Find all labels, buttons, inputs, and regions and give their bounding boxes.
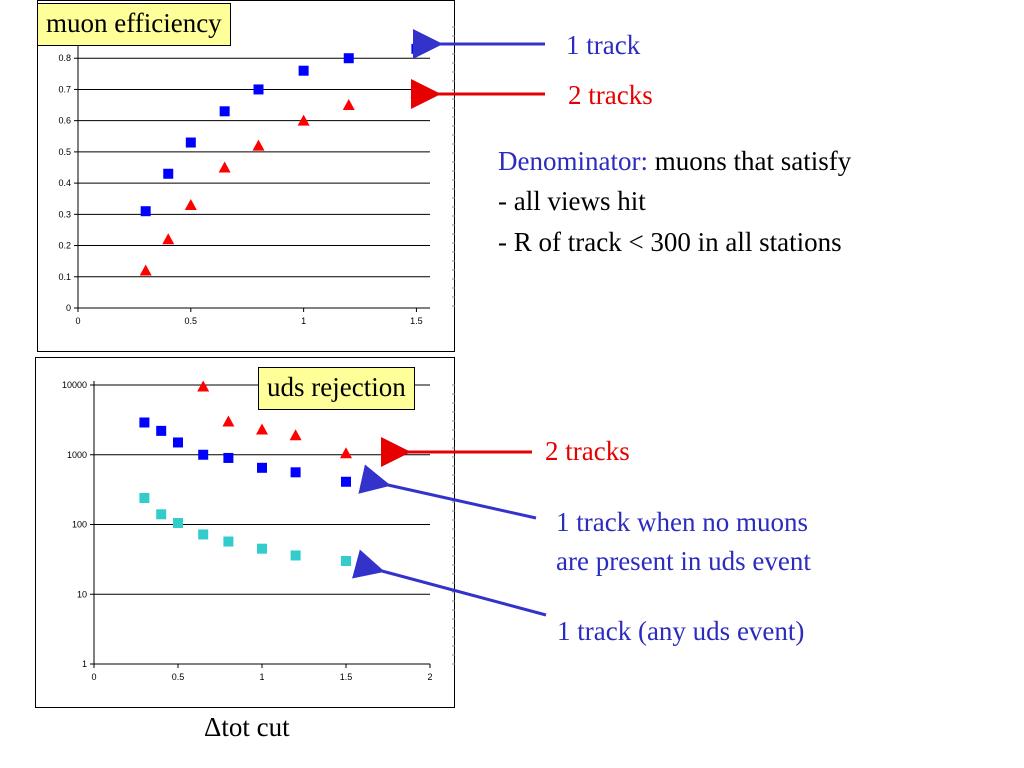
data-point-square bbox=[223, 536, 234, 547]
data-point-triangle bbox=[256, 423, 268, 435]
data-point-square bbox=[156, 425, 167, 436]
y-tick-label: 1000 bbox=[67, 450, 87, 460]
rejection-chart-title: uds rejection bbox=[258, 367, 415, 410]
x-tick-label: 2 bbox=[427, 672, 432, 682]
data-point-triangle bbox=[184, 198, 197, 210]
denominator-line: Denominator: muons that satisfy bbox=[498, 148, 851, 175]
label-two-tracks-bottom: 2 tracks bbox=[545, 436, 630, 466]
data-point-square bbox=[257, 462, 267, 473]
rejection-chart-frame bbox=[35, 357, 455, 708]
data-point-triangle bbox=[197, 380, 210, 392]
y-tick-label: 0.2 bbox=[58, 241, 71, 251]
data-point-square bbox=[139, 492, 150, 503]
data-point-square bbox=[219, 106, 230, 117]
x-tick-label: 1.5 bbox=[340, 672, 353, 682]
data-point-triangle bbox=[297, 114, 310, 126]
label-no-muons-line1: 1 track when no muons bbox=[556, 507, 808, 537]
data-point-square bbox=[341, 476, 351, 487]
data-point-triangle bbox=[289, 429, 302, 441]
y-tick-label: 0.3 bbox=[58, 209, 71, 219]
data-point-square bbox=[343, 53, 354, 64]
x-axis-label: Δtot cut bbox=[204, 712, 290, 742]
data-point-square bbox=[257, 543, 267, 554]
data-point-square bbox=[223, 452, 234, 463]
y-tick-label: 1 bbox=[82, 659, 87, 669]
y-tick-label: 0.8 bbox=[58, 53, 71, 63]
condition-all-views: - all views hit bbox=[498, 186, 646, 216]
y-tick-label: 0.4 bbox=[58, 178, 71, 188]
y-tick-label: 0.6 bbox=[58, 116, 71, 126]
data-point-square bbox=[253, 84, 264, 95]
data-point-triangle bbox=[340, 447, 352, 459]
y-tick-label: 0.5 bbox=[58, 147, 71, 157]
data-point-square bbox=[173, 518, 183, 529]
data-point-square bbox=[290, 467, 301, 478]
data-point-square bbox=[139, 417, 150, 428]
data-point-square bbox=[198, 449, 209, 460]
data-point-square bbox=[290, 550, 301, 561]
x-tick-label: 1.5 bbox=[410, 316, 423, 326]
label-two-tracks-top: 2 tracks bbox=[568, 80, 653, 110]
data-point-square bbox=[173, 437, 183, 448]
x-tick-label: 1 bbox=[301, 316, 306, 326]
x-tick-label: 1 bbox=[259, 672, 264, 682]
condition-track-radius: - R of track < 300 in all stations bbox=[498, 227, 842, 257]
y-tick-label: 100 bbox=[72, 520, 87, 530]
data-point-square bbox=[163, 168, 174, 179]
data-point-triangle bbox=[162, 233, 175, 245]
denominator-prefix: Denominator: bbox=[498, 146, 648, 176]
data-point-square bbox=[185, 137, 196, 148]
data-point-square bbox=[198, 529, 209, 540]
y-tick-label: 0.7 bbox=[58, 84, 71, 94]
x-tick-label: 0 bbox=[91, 672, 96, 682]
x-tick-label: 0.5 bbox=[172, 672, 185, 682]
data-point-triangle bbox=[342, 99, 355, 111]
data-point-square bbox=[156, 509, 167, 520]
label-one-track: 1 track bbox=[566, 30, 641, 60]
x-tick-label: 0.5 bbox=[185, 316, 198, 326]
arrow-no-muons bbox=[358, 464, 537, 520]
label-any-uds: 1 track (any uds event) bbox=[557, 616, 805, 646]
efficiency-chart-title: muon efficiency bbox=[37, 3, 231, 46]
data-point-square bbox=[341, 555, 351, 566]
data-point-triangle bbox=[222, 415, 235, 427]
data-point-triangle bbox=[252, 139, 265, 151]
data-point-triangle bbox=[139, 264, 152, 276]
data-point-square bbox=[298, 65, 309, 76]
data-point-triangle bbox=[218, 161, 231, 173]
y-tick-label: 0 bbox=[66, 303, 71, 313]
denominator-rest: muons that satisfy bbox=[647, 146, 852, 176]
y-tick-label: 0.1 bbox=[58, 272, 71, 282]
y-tick-label: 10000 bbox=[62, 380, 87, 390]
label-no-muons-line2: are present in uds event bbox=[556, 546, 811, 576]
x-tick-label: 0 bbox=[75, 316, 80, 326]
data-point-square bbox=[140, 206, 151, 217]
arrow-any-uds bbox=[352, 549, 547, 617]
y-tick-label: 10 bbox=[77, 589, 87, 599]
